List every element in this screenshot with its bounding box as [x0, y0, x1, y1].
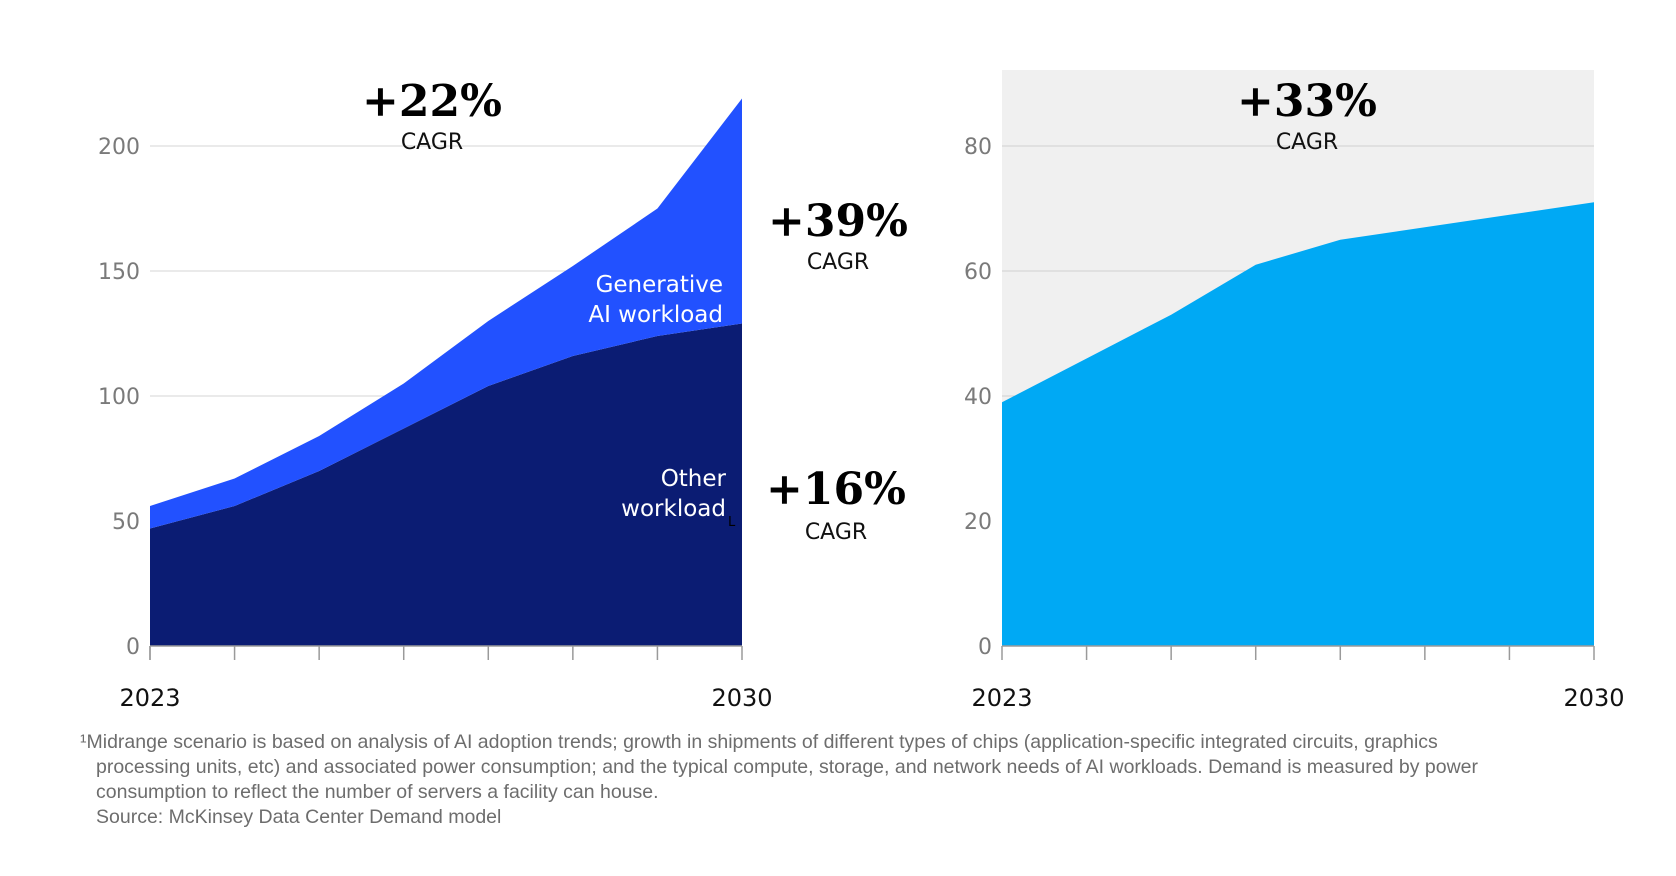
cagr-total-caption: CAGR: [401, 130, 463, 155]
right-ytick-0: 0: [978, 635, 992, 660]
label-genai-line2: AI workload: [588, 302, 723, 328]
note-marker: L: [728, 515, 736, 530]
right-x-label-start: 2023: [971, 684, 1032, 712]
right-ytick-40: 40: [964, 385, 992, 410]
left-x-axis: [149, 645, 743, 660]
footnote-source: Source: McKinsey Data Center Demand mode…: [96, 806, 502, 828]
footnote-line-2: processing units, etc) and associated po…: [96, 756, 1479, 778]
label-other-line2: workload: [621, 496, 726, 522]
left-x-label-end: 2030: [711, 684, 772, 712]
right-ytick-60: 60: [964, 260, 992, 285]
footnote: ¹Midrange scenario is based on analysis …: [80, 730, 1648, 830]
label-genai-line1: Generative: [596, 272, 723, 298]
right-y-tick-labels: 0 20 40 60 80: [964, 135, 992, 660]
left-ytick-50: 50: [112, 510, 140, 535]
right-chart: 0 20 40 60 80 2023 2030 +33% CAGR: [964, 70, 1625, 712]
left-ytick-100: 100: [98, 385, 140, 410]
cagr-other-value: +16%: [766, 464, 906, 515]
right-x-axis: [1001, 645, 1595, 660]
cagr-other-caption: CAGR: [805, 520, 867, 545]
label-other-line1: Other: [661, 466, 727, 492]
cagr-right-value: +33%: [1237, 76, 1377, 127]
cagr-total-value: +22%: [362, 76, 502, 127]
left-ytick-0: 0: [126, 635, 140, 660]
left-y-tick-labels: 0 50 100 150 200: [98, 135, 140, 660]
left-ytick-200: 200: [98, 135, 140, 160]
footnote-line-1: ¹Midrange scenario is based on analysis …: [80, 731, 1438, 753]
left-x-label-start: 2023: [119, 684, 180, 712]
left-ytick-150: 150: [98, 260, 140, 285]
cagr-genai-value: +39%: [768, 196, 908, 247]
cagr-right-caption: CAGR: [1276, 130, 1338, 155]
cagr-genai-caption: CAGR: [807, 250, 869, 275]
right-ytick-20: 20: [964, 510, 992, 535]
area-generative-ai-workload: [150, 98, 742, 529]
right-ytick-80: 80: [964, 135, 992, 160]
area-other-workload: [150, 323, 742, 646]
area-right-series: [1002, 202, 1594, 646]
left-chart: 0 50 100 150 200 2023 2030 Generative AI…: [98, 76, 908, 712]
footnote-line-3: consumption to reflect the number of ser…: [96, 781, 659, 803]
right-x-label-end: 2030: [1563, 684, 1624, 712]
